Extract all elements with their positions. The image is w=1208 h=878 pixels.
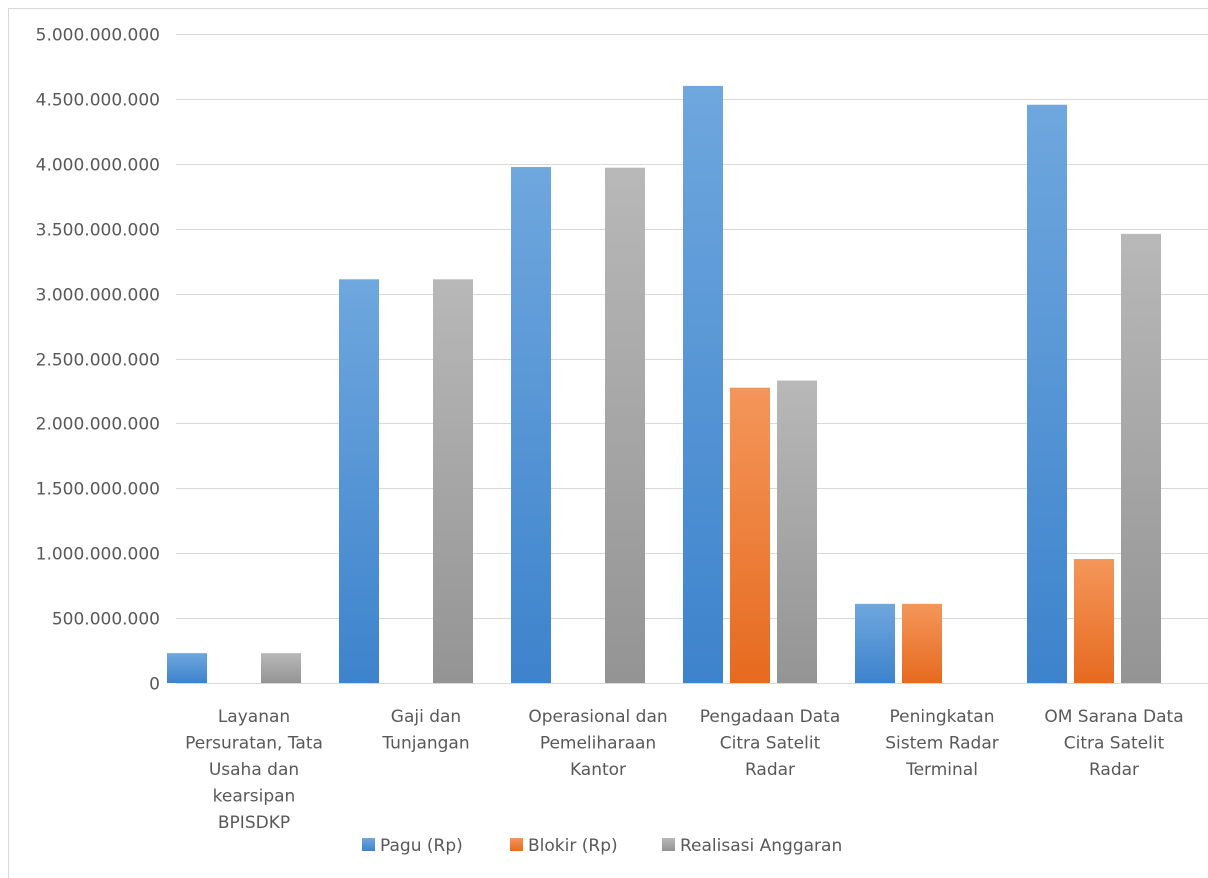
bar-realisasi-anggaran-3 [777,380,817,683]
bar-pagu-rp-5 [1027,104,1067,684]
y-tick-label-10: 5.000.000.000 [36,26,160,46]
x-category-label-1: Gaji dan Tunjangan [381,707,469,754]
bar-realisasi-anggaran-2 [605,167,645,684]
bar-blokir-rp-5 [1074,559,1114,683]
bar-realisasi-anggaran-5 [1121,233,1161,683]
x-category-label-3: Pengadaan Data Citra Satelit Radar [700,707,840,780]
y-tick-label-6: 3.000.000.000 [36,286,160,306]
bar-realisasi-anggaran-0 [261,653,301,683]
y-tick-label-1: 500.000.000 [52,610,160,630]
y-tick-label-3: 1.500.000.000 [36,480,160,500]
y-tick-label-7: 3.500.000.000 [36,221,160,241]
bar-realisasi-anggaran-1 [433,279,473,683]
bar-pagu-rp-3 [683,85,723,684]
x-axis-categories: Layanan Persuratan, Tata Usaha dan kearsipa… [185,707,1184,833]
x-category-label-5: OM Sarana Data Citra Satelit Radar [1044,707,1183,780]
legend-label-1: Blokir (Rp) [528,836,618,856]
bar-pagu-rp-4 [855,603,895,683]
bars [167,85,1161,684]
y-tick-label-4: 2.000.000.000 [36,415,160,435]
legend-swatch-1 [510,838,523,851]
bar-pagu-rp-2 [511,167,551,684]
legend-label-2: Realisasi Anggaran [680,836,842,856]
y-tick-label-9: 4.500.000.000 [36,91,160,111]
legend: Pagu (Rp) Blokir (Rp) Realisasi Anggaran [362,836,842,856]
legend-swatch-2 [662,838,675,851]
bar-pagu-rp-1 [339,279,379,683]
x-category-label-0: Layanan Persuratan, Tata Usaha dan kearsipa… [185,707,323,833]
y-tick-label-0: 0 [149,675,160,695]
chart-border [8,8,1208,878]
x-category-label-2: Operasional dan Pemeliharaan Kantor [528,707,667,780]
y-axis-ticks: 0 500.000.000 1.000.000.000 1.500.000.000 2.… [36,26,160,695]
bar-blokir-rp-4 [902,603,942,683]
y-tick-label-2: 1.000.000.000 [36,545,160,565]
y-tick-label-5: 2.500.000.000 [36,351,160,371]
legend-label-0: Pagu (Rp) [380,836,463,856]
legend-swatch-0 [362,838,375,851]
bar-pagu-rp-0 [167,653,207,683]
bar-blokir-rp-3 [730,387,770,683]
y-tick-label-8: 4.000.000.000 [36,156,160,176]
x-category-label-4: Peningkatan Sistem Radar Terminal [885,707,999,780]
